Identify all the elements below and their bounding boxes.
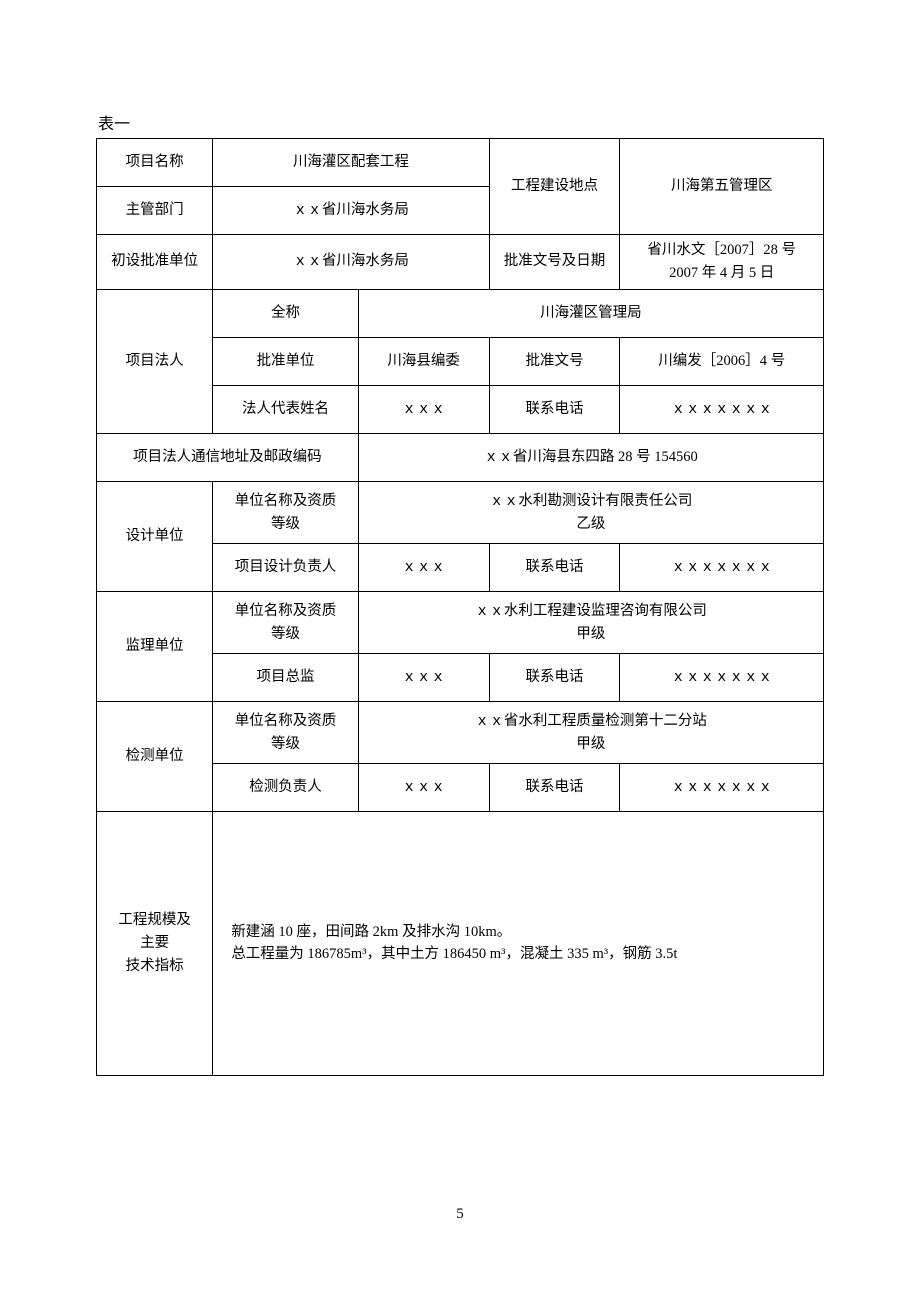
value-mail-address: ｘｘ省川海县东四路 28 号 154560 <box>358 434 823 482</box>
label-testing-lead: 检测负责人 <box>213 764 358 812</box>
label-scale-indicators: 工程规模及主要技术指标 <box>97 812 213 1076</box>
label-approval-unit: 批准单位 <box>213 338 358 386</box>
scale-line1: 新建涵 10 座，田间路 2km 及排水沟 10km。 <box>231 924 511 940</box>
label-design-name-qual: 单位名称及资质等级 <box>213 482 358 544</box>
value-construction-location: 川海第五管理区 <box>620 139 824 235</box>
value-testing-name-qual: ｘｘ省水利工程质量检测第十二分站 甲级 <box>358 702 823 764</box>
label-supervision-unit: 监理单位 <box>97 592 213 702</box>
table-label: 表一 <box>96 110 824 134</box>
label-testing-unit: 检测单位 <box>97 702 213 812</box>
label-supervision-phone: 联系电话 <box>489 654 620 702</box>
label-approval-number-date: 批准文号及日期 <box>489 235 620 290</box>
label-mail-address: 项目法人通信地址及邮政编码 <box>97 434 359 482</box>
value-project-name: 川海灌区配套工程 <box>213 139 489 187</box>
testing-name-qual-line2: 甲级 <box>576 736 605 752</box>
value-scale-indicators: 新建涵 10 座，田间路 2km 及排水沟 10km。 总工程量为 186785… <box>213 812 824 1076</box>
label-legal-phone: 联系电话 <box>489 386 620 434</box>
label-project-legal-entity: 项目法人 <box>97 290 213 434</box>
page-number: 5 <box>96 1206 824 1223</box>
project-info-table: 项目名称 川海灌区配套工程 工程建设地点 川海第五管理区 主管部门 ｘｘ省川海水… <box>96 138 824 1076</box>
supervision-name-qual-line1: ｘｘ水利工程建设监理咨询有限公司 <box>475 603 707 619</box>
label-approval-number: 批准文号 <box>489 338 620 386</box>
label-design-phone: 联系电话 <box>489 544 620 592</box>
value-testing-lead: ｘｘｘ <box>358 764 489 812</box>
value-supervision-phone: ｘｘｘｘｘｘｘ <box>620 654 824 702</box>
label-full-name: 全称 <box>213 290 358 338</box>
label-prelim-approval-unit: 初设批准单位 <box>97 235 213 290</box>
label-testing-name-qual: 单位名称及资质等级 <box>213 702 358 764</box>
value-design-lead: ｘｘｘ <box>358 544 489 592</box>
value-design-phone: ｘｘｘｘｘｘｘ <box>620 544 824 592</box>
value-design-name-qual: ｘｘ水利勘测设计有限责任公司 乙级 <box>358 482 823 544</box>
approval-number-date-line2: 2007 年 4 月 5 日 <box>669 265 774 281</box>
label-testing-phone: 联系电话 <box>489 764 620 812</box>
label-supervision-chief: 项目总监 <box>213 654 358 702</box>
value-approval-number-date: 省川水文［2007］28 号 2007 年 4 月 5 日 <box>620 235 824 290</box>
value-supervision-name-qual: ｘｘ水利工程建设监理咨询有限公司 甲级 <box>358 592 823 654</box>
value-prelim-approval-unit: ｘｘ省川海水务局 <box>213 235 489 290</box>
value-legal-rep-name: ｘｘｘ <box>358 386 489 434</box>
approval-number-date-line1: 省川水文［2007］28 号 <box>647 242 796 258</box>
label-design-lead: 项目设计负责人 <box>213 544 358 592</box>
value-legal-full-name: 川海灌区管理局 <box>358 290 823 338</box>
value-legal-phone: ｘｘｘｘｘｘｘ <box>620 386 824 434</box>
label-supervisor-dept: 主管部门 <box>97 187 213 235</box>
testing-name-qual-line1: ｘｘ省水利工程质量检测第十二分站 <box>475 713 707 729</box>
label-supervision-name-qual: 单位名称及资质等级 <box>213 592 358 654</box>
label-design-unit: 设计单位 <box>97 482 213 592</box>
label-legal-rep-name: 法人代表姓名 <box>213 386 358 434</box>
design-name-qual-line1: ｘｘ水利勘测设计有限责任公司 <box>489 493 692 509</box>
design-name-qual-line2: 乙级 <box>576 516 605 532</box>
unit-name-qual-text-2: 单位名称及资质等级 <box>235 603 337 642</box>
unit-name-qual-text-1: 单位名称及资质等级 <box>235 493 337 532</box>
supervision-name-qual-line2: 甲级 <box>576 626 605 642</box>
value-legal-approval-number: 川编发［2006］4 号 <box>620 338 824 386</box>
unit-name-qual-text-3: 单位名称及资质等级 <box>235 713 337 752</box>
value-supervision-chief: ｘｘｘ <box>358 654 489 702</box>
value-supervisor-dept: ｘｘ省川海水务局 <box>213 187 489 235</box>
value-legal-approval-unit: 川海县编委 <box>358 338 489 386</box>
label-construction-location: 工程建设地点 <box>489 139 620 235</box>
scale-line2: 总工程量为 186785m³，其中土方 186450 m³，混凝土 335 m³… <box>231 946 677 962</box>
scale-indicators-text: 工程规模及主要技术指标 <box>118 912 191 974</box>
label-project-name: 项目名称 <box>97 139 213 187</box>
value-testing-phone: ｘｘｘｘｘｘｘ <box>620 764 824 812</box>
